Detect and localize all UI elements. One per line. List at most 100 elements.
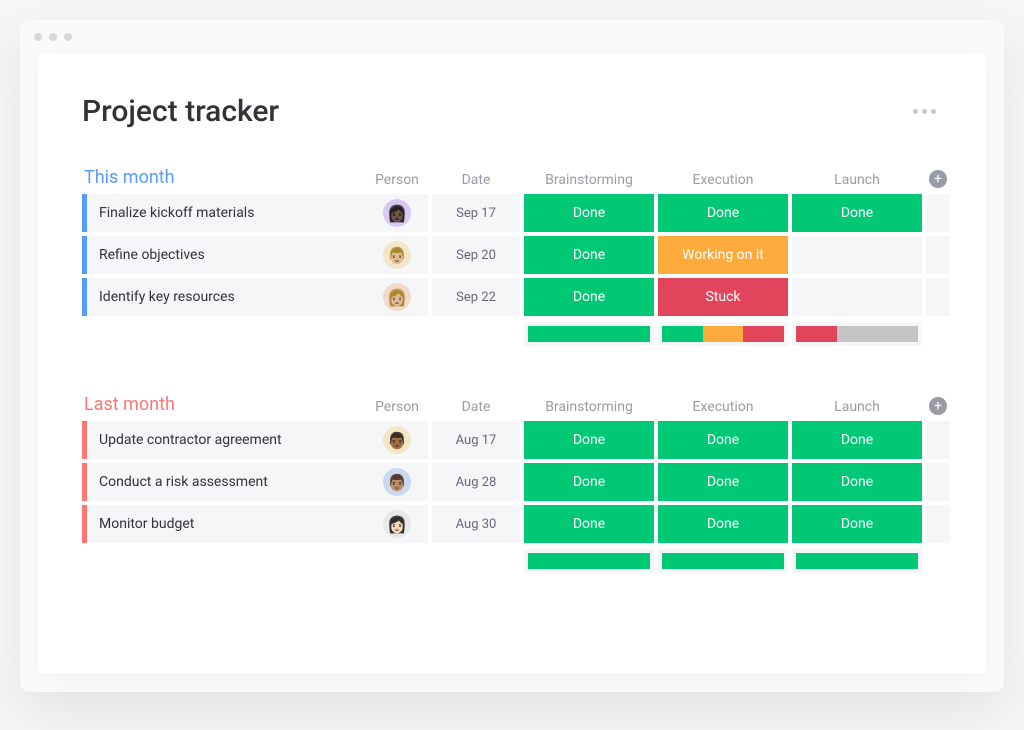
status-cell-launch[interactable]: Done [792,463,922,501]
summary-segment [528,326,650,342]
task-name-cell[interactable]: Identify key resources [82,278,366,316]
column-header-launch[interactable]: Launch [792,172,922,188]
add-column-button[interactable]: + [926,397,950,415]
table-row: Refine objectives 👨🏼 Sep 20DoneWorking on … [82,236,942,274]
plus-icon: + [929,397,947,415]
group-header: This monthPersonDateBrainstormingExecuti… [82,167,942,188]
browser-titlebar [20,20,1004,54]
status-cell-brainstorming[interactable]: Done [524,278,654,316]
summary-bar-launch [792,322,922,346]
status-cell-launch[interactable]: Done [792,505,922,543]
status-cell-brainstorming[interactable]: Done [524,236,654,274]
status-cell-brainstorming[interactable]: Done [524,463,654,501]
browser-frame: Project tracker This monthPersonDateBrai… [20,20,1004,692]
plus-icon: + [929,170,947,188]
date-cell[interactable]: Sep 22 [432,278,520,316]
summary-segment [703,326,744,342]
table-row: Conduct a risk assessment👨🏽Aug 28DoneDon… [82,463,942,501]
add-column-button[interactable]: + [926,170,950,188]
avatar: 👨🏾 [383,426,411,454]
task-name-cell[interactable]: Conduct a risk assessment [82,463,366,501]
person-cell[interactable]: 👩🏼 [366,278,428,316]
more-menu-button[interactable] [907,103,942,120]
table-row: Identify key resources 👩🏼 Sep 22DoneStuck [82,278,942,316]
extra-cell[interactable] [926,194,950,232]
status-cell-brainstorming[interactable]: Done [524,421,654,459]
avatar: 👩🏼 [383,283,411,311]
status-cell-execution[interactable]: Done [658,505,788,543]
page-title: Project tracker [82,94,279,129]
extra-cell[interactable] [926,463,950,501]
column-header-launch[interactable]: Launch [792,399,922,415]
extra-cell[interactable] [926,505,950,543]
status-cell-launch[interactable]: Done [792,421,922,459]
page-header: Project tracker [82,94,942,129]
status-cell-launch[interactable]: Done [792,194,922,232]
column-header-brainstorming[interactable]: Brainstorming [524,172,654,188]
person-cell[interactable]: 👩🏿 [366,194,428,232]
column-header-date[interactable]: Date [432,172,520,188]
summary-segment [528,553,650,569]
person-cell[interactable]: 👨🏽 [366,463,428,501]
column-header-execution[interactable]: Execution [658,172,788,188]
group-title[interactable]: Last month [82,394,366,415]
avatar: 👩🏿 [383,199,411,227]
status-cell-execution[interactable]: Done [658,463,788,501]
column-header-person[interactable]: Person [366,399,428,415]
date-cell[interactable]: Aug 30 [432,505,520,543]
status-cell-brainstorming[interactable]: Done [524,194,654,232]
status-cell-execution[interactable]: Working on it [658,236,788,274]
summary-segment [662,326,703,342]
status-cell-execution[interactable]: Done [658,421,788,459]
person-cell[interactable]: 👨🏾 [366,421,428,459]
window-dot [64,33,72,41]
summary-segment [662,553,784,569]
page: Project tracker This monthPersonDateBrai… [38,54,986,674]
avatar: 👨🏼 [383,241,411,269]
summary-segment [796,326,837,342]
date-cell[interactable]: Sep 17 [432,194,520,232]
summary-segment [837,326,918,342]
extra-cell[interactable] [926,278,950,316]
status-cell-execution[interactable]: Done [658,194,788,232]
summary-segment [796,553,918,569]
task-name-cell[interactable]: Finalize kickoff materials [82,194,366,232]
group-title[interactable]: This month [82,167,366,188]
column-header-date[interactable]: Date [432,399,520,415]
avatar: 👩🏻 [383,510,411,538]
task-name-cell[interactable]: Monitor budget [82,505,366,543]
person-cell[interactable]: 👩🏻 [366,505,428,543]
group-last_month: Last monthPersonDateBrainstormingExecuti… [82,394,942,573]
status-cell-execution[interactable]: Stuck [658,278,788,316]
person-cell[interactable]: 👨🏼 [366,236,428,274]
table-row: Finalize kickoff materials👩🏿Sep 17DoneDo… [82,194,942,232]
summary-row [82,549,942,573]
status-cell-brainstorming[interactable]: Done [524,505,654,543]
status-cell-launch[interactable] [792,278,922,316]
summary-bar-launch [792,549,922,573]
summary-bar-execution [658,322,788,346]
table-row: Monitor budget👩🏻Aug 30DoneDoneDone [82,505,942,543]
summary-bar-execution [658,549,788,573]
window-dot [49,33,57,41]
date-cell[interactable]: Aug 28 [432,463,520,501]
avatar: 👨🏽 [383,468,411,496]
task-name-cell[interactable]: Refine objectives [82,236,366,274]
extra-cell[interactable] [926,421,950,459]
window-dot [34,33,42,41]
summary-bar-brainstorming [524,322,654,346]
date-cell[interactable]: Sep 20 [432,236,520,274]
column-header-execution[interactable]: Execution [658,399,788,415]
column-header-person[interactable]: Person [366,172,428,188]
date-cell[interactable]: Aug 17 [432,421,520,459]
column-header-brainstorming[interactable]: Brainstorming [524,399,654,415]
summary-row [82,322,942,346]
summary-bar-brainstorming [524,549,654,573]
summary-segment [743,326,784,342]
extra-cell[interactable] [926,236,950,274]
table-row: Update contractor agreement👨🏾Aug 17DoneD… [82,421,942,459]
task-name-cell[interactable]: Update contractor agreement [82,421,366,459]
group-header: Last monthPersonDateBrainstormingExecuti… [82,394,942,415]
status-cell-launch[interactable] [792,236,922,274]
group-this_month: This monthPersonDateBrainstormingExecuti… [82,167,942,346]
